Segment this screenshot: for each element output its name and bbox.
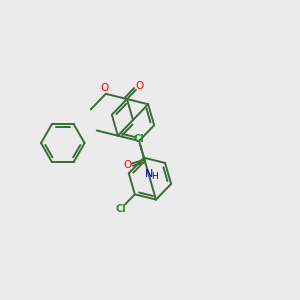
Text: O: O: [100, 83, 108, 93]
Text: O: O: [123, 160, 131, 170]
Text: N: N: [145, 169, 153, 179]
Text: Cl: Cl: [133, 134, 144, 144]
Text: O: O: [135, 81, 143, 91]
Text: H: H: [151, 172, 158, 181]
Text: Cl: Cl: [116, 204, 127, 214]
